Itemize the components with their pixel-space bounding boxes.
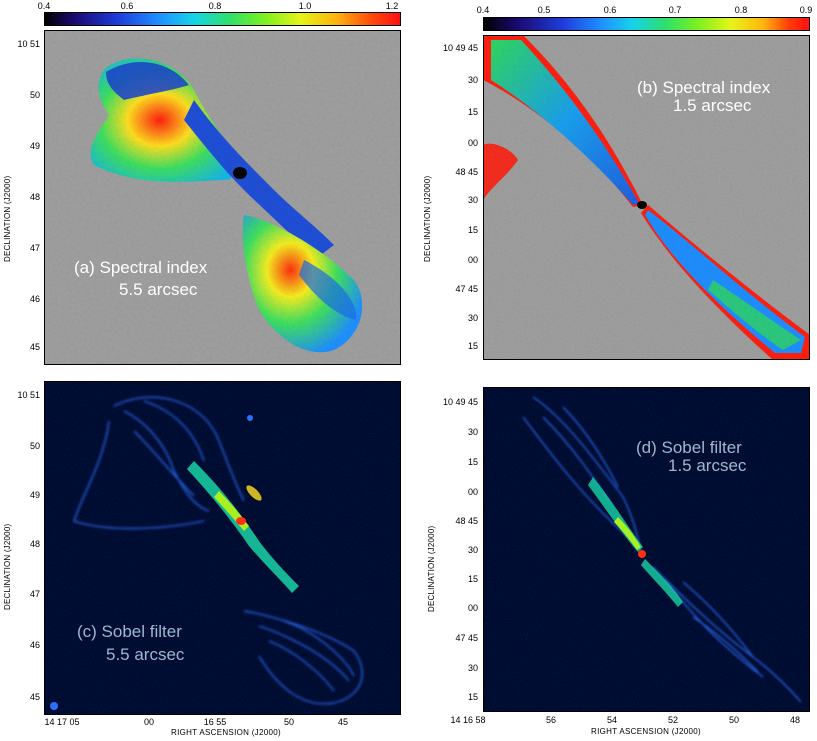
dec-tick-d: 30 bbox=[467, 663, 478, 673]
dec-tick-b: 30 bbox=[467, 195, 478, 205]
dec-axis-label-a: DECLINATION (J2000) bbox=[3, 175, 12, 262]
ra-tick-c: 14 17 05 bbox=[44, 717, 80, 727]
colorbar-b-tick: 0.8 bbox=[734, 5, 748, 15]
dec-tick-d: 15 bbox=[467, 574, 478, 584]
spectral-index-map-b-graphic bbox=[483, 35, 810, 360]
sobel-filter-map-5-5-arcsec bbox=[44, 381, 401, 715]
colorbar-b-tick: 0.9 bbox=[799, 5, 813, 15]
dec-tick-a: 45 bbox=[29, 342, 40, 352]
ra-tick-c: 00 bbox=[143, 717, 155, 727]
caption-a-line2: 5.5 arcsec bbox=[119, 280, 198, 299]
dec-tick-d: 48 45 bbox=[455, 516, 478, 526]
dec-tick-a: 49 bbox=[29, 141, 40, 151]
dec-tick-b: 30 bbox=[467, 75, 478, 85]
dec-axis-label-b: DECLINATION (J2000) bbox=[423, 175, 432, 262]
dec-tick-b: 15 bbox=[467, 107, 478, 117]
dec-tick-b: 00 bbox=[467, 255, 478, 265]
dec-tick-c: 49 bbox=[29, 490, 40, 500]
dec-tick-b: 48 45 bbox=[455, 167, 478, 177]
caption-d-line1: (d) Sobel filter bbox=[636, 438, 742, 457]
dec-tick-d: 10 49 45 bbox=[442, 397, 478, 407]
dec-tick-c: 46 bbox=[29, 640, 40, 650]
colorbar-a-tick: 1.0 bbox=[298, 1, 312, 11]
dec-tick-d: 47 45 bbox=[455, 633, 478, 643]
dec-tick-c: 45 bbox=[29, 692, 40, 702]
colorbar-b-tick: 0.4 bbox=[476, 5, 490, 15]
dec-tick-b: 15 bbox=[467, 225, 478, 235]
dec-tick-a: 47 bbox=[29, 243, 40, 253]
sobel-filter-map-1-5-arcsec bbox=[483, 387, 810, 712]
ra-tick-d: 56 bbox=[545, 715, 557, 725]
spectral-index-map-5-5-arcsec bbox=[44, 30, 401, 365]
dec-tick-a: 10 51 bbox=[17, 39, 40, 49]
ra-tick-c: 45 bbox=[337, 717, 349, 727]
colorbar-a-tick: 0.8 bbox=[208, 1, 222, 11]
dec-tick-a: 50 bbox=[29, 90, 40, 100]
ra-axis-label-d: RIGHT ASCENSION (J2000) bbox=[591, 727, 701, 736]
dec-tick-c: 47 bbox=[29, 589, 40, 599]
dec-tick-a: 48 bbox=[29, 192, 40, 202]
dec-tick-a: 46 bbox=[29, 294, 40, 304]
dec-tick-b: 10 49 45 bbox=[442, 43, 478, 53]
ra-tick-d: 14 16 58 bbox=[450, 715, 486, 725]
dec-axis-label-c: DECLINATION (J2000) bbox=[3, 523, 12, 610]
ra-tick-c: 16 55 bbox=[203, 717, 227, 727]
colorbar-a-tick: 1.2 bbox=[385, 1, 399, 11]
dec-tick-d: 15 bbox=[467, 692, 478, 702]
colorbar-a bbox=[44, 12, 401, 26]
ra-tick-d: 50 bbox=[728, 715, 740, 725]
colorbar-a-tick: 0.4 bbox=[37, 1, 51, 11]
dec-tick-d: 00 bbox=[467, 487, 478, 497]
caption-b-line2: 1.5 arcsec bbox=[673, 96, 752, 115]
ra-axis-label-c: RIGHT ASCENSION (J2000) bbox=[171, 728, 281, 737]
colorbar-a-tick: 0.6 bbox=[120, 1, 134, 11]
colorbar-b-tick: 0.5 bbox=[537, 5, 551, 15]
dec-tick-c: 10 51 bbox=[17, 390, 40, 400]
spectral-index-map-1-5-arcsec bbox=[483, 35, 810, 360]
dec-tick-c: 48 bbox=[29, 539, 40, 549]
dec-tick-b: 15 bbox=[467, 341, 478, 351]
caption-b-line1: (b) Spectral index bbox=[637, 78, 771, 97]
colorbar-b-tick: 0.6 bbox=[603, 5, 617, 15]
dec-tick-d: 30 bbox=[467, 545, 478, 555]
dec-tick-d: 30 bbox=[467, 427, 478, 437]
ra-tick-d: 48 bbox=[789, 715, 801, 725]
colorbar-b-tick: 0.7 bbox=[668, 5, 682, 15]
dec-tick-d: 15 bbox=[467, 457, 478, 467]
dec-tick-b: 30 bbox=[467, 313, 478, 323]
dec-tick-d: 00 bbox=[467, 603, 478, 613]
colorbar-b bbox=[483, 17, 810, 31]
ra-tick-c: 50 bbox=[283, 717, 295, 727]
caption-c-line1: (c) Sobel filter bbox=[77, 622, 182, 641]
sobel-filter-map-c-graphic bbox=[44, 381, 401, 715]
dec-tick-b: 47 45 bbox=[455, 284, 478, 294]
dec-tick-c: 50 bbox=[29, 441, 40, 451]
ra-tick-d: 52 bbox=[667, 715, 679, 725]
caption-d-line2: 1.5 arcsec bbox=[668, 456, 747, 475]
caption-a-line1: (a) Spectral index bbox=[74, 258, 208, 277]
caption-c-line2: 5.5 arcsec bbox=[106, 645, 185, 664]
sobel-filter-map-d-graphic bbox=[483, 387, 810, 712]
ra-tick-d: 54 bbox=[606, 715, 618, 725]
dec-tick-b: 00 bbox=[467, 138, 478, 148]
spectral-index-map-a-graphic bbox=[44, 30, 401, 365]
dec-axis-label-d: DECLINATION (J2000) bbox=[427, 525, 436, 612]
